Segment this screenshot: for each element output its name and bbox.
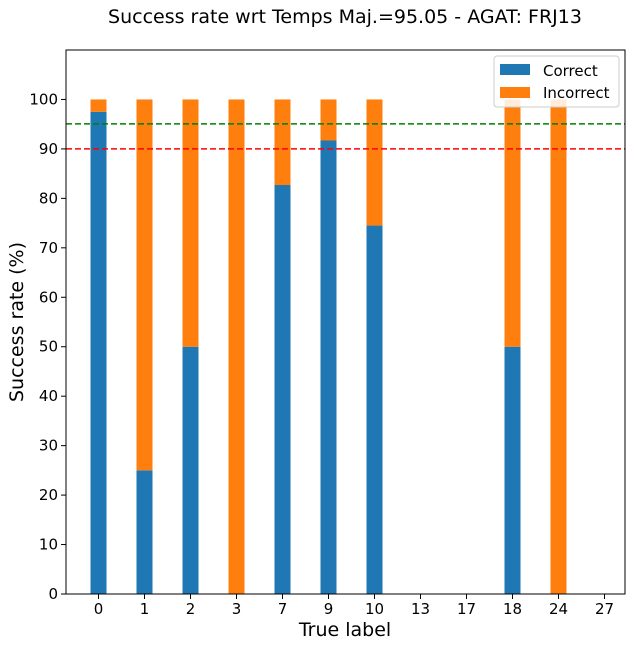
legend: Correct Incorrect [493, 55, 620, 108]
x-tick-label-0: 0 [94, 600, 104, 618]
chart-title: Success rate wrt Temps Maj.=95.05 - AGAT… [108, 6, 582, 28]
bar-correct-18 [504, 346, 521, 594]
y-tick-label-40: 40 [39, 387, 58, 405]
bar-incorrect-2 [182, 99, 199, 347]
legend-swatch-correct [500, 64, 530, 75]
plot-frame [65, 49, 626, 595]
bar-incorrect-1 [136, 99, 153, 471]
y-tick-label-20: 20 [39, 486, 58, 504]
bar-incorrect-3 [228, 99, 245, 595]
y-tick-label-90: 90 [39, 140, 58, 158]
bar-incorrect-9 [320, 99, 337, 141]
reference-lines-group [66, 123, 625, 150]
bars-group [90, 99, 567, 595]
y-axis-label: Success rate (%) [6, 242, 28, 402]
bar-correct-1 [136, 470, 153, 594]
y-tick-label-80: 80 [39, 189, 58, 207]
x-axis-label: True label [298, 619, 391, 641]
bar-incorrect-18 [504, 99, 521, 347]
x-tick-label-17: 17 [457, 600, 476, 618]
bar-correct-10 [366, 225, 383, 594]
legend-label-incorrect: Incorrect [543, 84, 610, 102]
y-tick-label-70: 70 [39, 239, 58, 257]
legend-label-correct: Correct [543, 62, 598, 80]
bar-incorrect-24 [550, 99, 567, 595]
x-axis-ticks: 0 1 2 3 7 9 10 13 17 18 24 27 [94, 594, 614, 618]
y-axis-ticks: 0 10 20 30 40 50 60 70 80 90 100 [29, 90, 66, 603]
y-tick-label-50: 50 [39, 338, 58, 356]
bar-incorrect-10 [366, 99, 383, 226]
x-tick-label-1: 1 [140, 600, 150, 618]
legend-swatch-incorrect [500, 87, 530, 98]
x-tick-label-10: 10 [365, 600, 384, 618]
y-tick-label-100: 100 [29, 90, 58, 108]
bar-correct-9 [320, 140, 337, 594]
bar-correct-2 [182, 346, 199, 594]
x-tick-label-13: 13 [411, 600, 430, 618]
x-tick-label-9: 9 [324, 600, 334, 618]
bar-correct-0 [90, 111, 107, 595]
y-tick-label-10: 10 [39, 536, 58, 554]
x-tick-label-2: 2 [186, 600, 196, 618]
x-tick-label-18: 18 [503, 600, 522, 618]
y-tick-label-60: 60 [39, 288, 58, 306]
y-tick-label-30: 30 [39, 437, 58, 455]
bar-correct-7 [274, 185, 291, 594]
x-tick-label-7: 7 [278, 600, 288, 618]
x-tick-label-3: 3 [232, 600, 242, 618]
x-tick-label-24: 24 [549, 600, 568, 618]
x-tick-label-27: 27 [595, 600, 614, 618]
bar-incorrect-7 [274, 99, 291, 186]
y-tick-label-0: 0 [48, 585, 58, 603]
bar-incorrect-0 [90, 99, 107, 112]
